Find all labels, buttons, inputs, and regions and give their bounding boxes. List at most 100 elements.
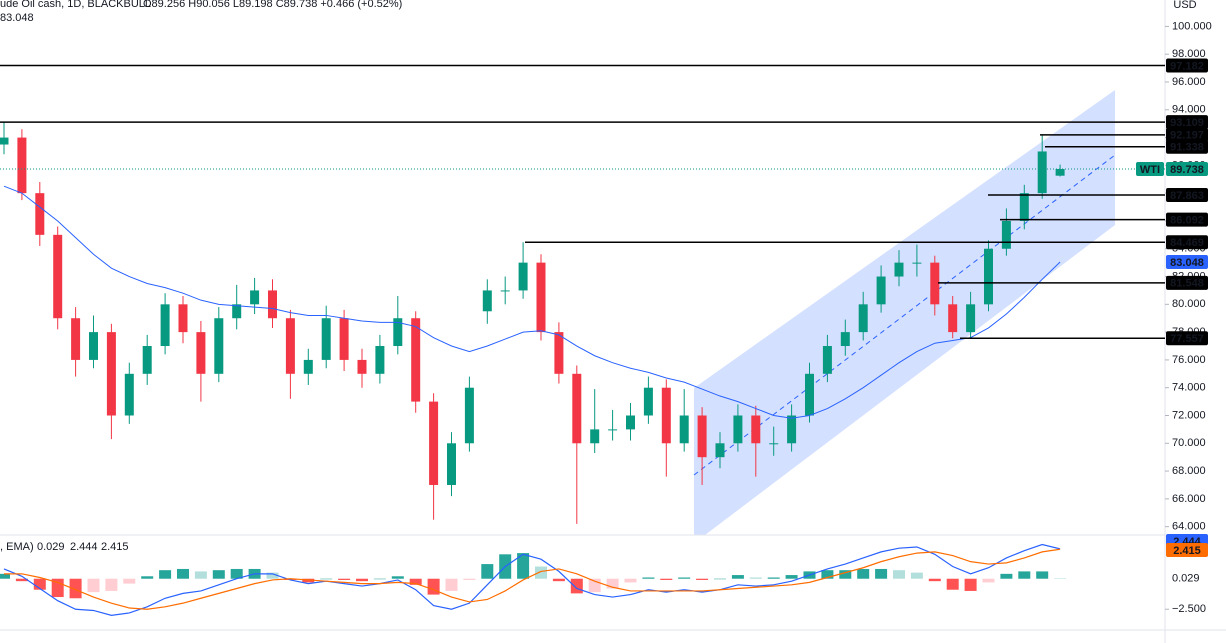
histogram-bar xyxy=(230,568,243,579)
histogram-bar xyxy=(445,578,458,591)
histogram-bar xyxy=(857,568,870,579)
price-tag xyxy=(1166,254,1208,269)
price-tag-label: 86.092 xyxy=(1170,215,1204,227)
candle-body xyxy=(500,290,510,292)
ema-line xyxy=(3,185,1061,419)
candle-body xyxy=(250,290,260,305)
candle-body xyxy=(536,262,546,333)
price-tag xyxy=(1166,58,1208,73)
hist-legend: 0.029 xyxy=(37,541,65,553)
histogram-bar xyxy=(624,578,637,583)
ema-legend: 83.048 xyxy=(0,12,34,24)
histogram-bar xyxy=(928,578,941,582)
histogram-bar xyxy=(391,576,404,579)
candle-body xyxy=(805,373,814,416)
candle-body xyxy=(178,304,188,333)
histogram-bar xyxy=(123,578,136,584)
macd-legend: 2.444 xyxy=(70,541,98,553)
price-tag-label: 92.197 xyxy=(1170,130,1204,142)
histogram-bar xyxy=(535,566,547,579)
candle-body xyxy=(447,443,456,485)
candle-body xyxy=(733,415,743,444)
candle-body xyxy=(1037,151,1047,194)
price-tag xyxy=(1166,275,1208,290)
histogram-bar xyxy=(1000,573,1013,579)
candle-body xyxy=(429,401,439,485)
candle-body xyxy=(643,387,653,416)
candle-body xyxy=(715,443,725,458)
candle-body xyxy=(0,137,9,145)
histogram-bar xyxy=(194,571,207,579)
histogram-bar xyxy=(749,577,762,579)
price-tag-label: 97.182 xyxy=(1170,60,1204,72)
parallel-channel[interactable] xyxy=(694,90,1115,535)
histogram-bar xyxy=(570,578,583,594)
candle-body xyxy=(608,429,618,431)
price-tag-label: 93.109 xyxy=(1170,117,1204,129)
candle-body xyxy=(268,290,277,319)
histogram-bar xyxy=(893,570,905,579)
histogram-bar xyxy=(15,578,28,582)
price-tag-label: 87.863 xyxy=(1170,190,1204,202)
candle-body xyxy=(196,332,206,374)
candle-body xyxy=(339,318,349,360)
y-tick-label: −2.500 xyxy=(1172,603,1206,615)
candle-body xyxy=(232,304,242,319)
candle-body xyxy=(751,415,761,444)
histogram-bar xyxy=(821,570,834,579)
candle-body xyxy=(321,318,331,360)
histogram-bar xyxy=(338,578,351,580)
hist-tag: 0.029 xyxy=(1172,572,1200,584)
candle-body xyxy=(124,373,134,416)
ohlc-legend: O89.256 H90.056 L89.198 C89.738 +0.466 (… xyxy=(143,0,402,10)
candle-body xyxy=(482,290,492,312)
currency-label: USD xyxy=(1173,0,1196,11)
price-tag-label: 83.048 xyxy=(1170,257,1204,269)
y-tick-label: 68.000 xyxy=(1172,465,1206,477)
candle-body xyxy=(106,332,116,416)
candle-body xyxy=(375,346,385,374)
candle-body xyxy=(554,332,564,374)
price-tag xyxy=(1166,235,1208,250)
macd-title: , EMA) xyxy=(0,541,34,553)
candle-body xyxy=(142,346,152,374)
candle-body xyxy=(1055,169,1065,176)
price-tag xyxy=(1166,331,1208,346)
candle-body xyxy=(822,346,832,374)
signal-legend: 2.415 xyxy=(101,541,129,553)
price-tag xyxy=(1166,162,1208,177)
candle-body xyxy=(948,304,958,333)
histogram-bar xyxy=(87,578,100,593)
y-tick-label: 74.000 xyxy=(1172,382,1206,394)
price-tag-label: 77.557 xyxy=(1170,333,1204,345)
symbol-title: ude Oil cash, 1D, BLACKBULL xyxy=(0,0,151,10)
candle-body xyxy=(35,193,45,235)
histogram-bar xyxy=(642,577,655,579)
histogram-bar xyxy=(910,572,923,579)
candle-body xyxy=(357,359,367,374)
marks-layer xyxy=(0,64,1165,616)
histogram-bar xyxy=(731,575,744,579)
histogram-bar xyxy=(946,578,959,590)
channel-midline xyxy=(693,154,1116,476)
y-tick-label: 94.000 xyxy=(1172,104,1206,116)
histogram-bar xyxy=(212,570,225,579)
price-tag xyxy=(1166,139,1208,154)
histogram-bar xyxy=(409,578,422,585)
y-tick-label: 72.000 xyxy=(1172,409,1206,421)
histogram-bar xyxy=(660,578,673,580)
candle-body xyxy=(590,429,600,444)
candle-body xyxy=(697,415,707,458)
histogram-bar xyxy=(33,578,46,590)
histogram-bar xyxy=(481,564,494,579)
candle-body xyxy=(89,332,98,360)
candle-body xyxy=(160,304,170,347)
price-tag xyxy=(1166,212,1208,227)
price-tag-label: 81.548 xyxy=(1170,278,1204,290)
histogram-bar xyxy=(266,572,279,579)
histogram-bar xyxy=(875,568,888,579)
candle-body xyxy=(572,373,582,444)
candle-body xyxy=(53,234,63,319)
candle-body xyxy=(214,318,224,374)
